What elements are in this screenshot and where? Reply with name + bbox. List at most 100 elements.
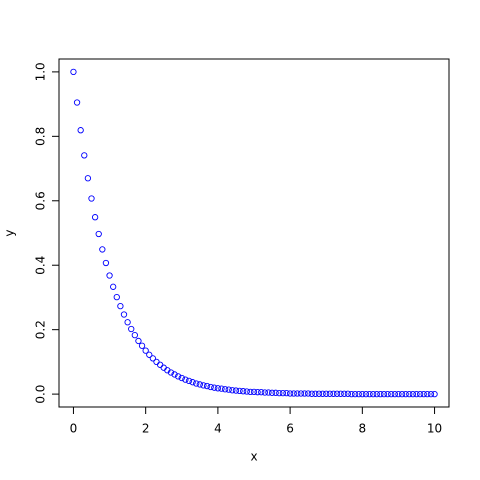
point <box>193 380 200 387</box>
y-tick-label: 0.0 <box>34 385 48 404</box>
point <box>142 347 149 354</box>
point <box>124 319 131 326</box>
point <box>167 369 175 376</box>
point <box>95 230 102 238</box>
point <box>323 390 330 397</box>
point <box>207 383 214 391</box>
point <box>84 175 92 182</box>
point <box>330 390 337 397</box>
point <box>286 390 294 397</box>
point <box>185 377 193 385</box>
y-tick-label: 0.2 <box>34 320 48 339</box>
point <box>232 387 240 394</box>
point <box>236 387 243 395</box>
point <box>341 390 348 397</box>
point <box>214 385 222 392</box>
point <box>254 389 261 396</box>
point <box>81 152 88 159</box>
point <box>283 389 290 397</box>
point <box>297 390 305 397</box>
point <box>416 390 424 398</box>
point <box>351 390 359 398</box>
point <box>276 389 283 397</box>
point <box>113 293 120 301</box>
point <box>258 389 265 396</box>
point <box>359 390 366 398</box>
point <box>362 390 370 398</box>
point <box>175 373 182 380</box>
point <box>290 390 297 397</box>
point <box>211 384 218 391</box>
point <box>370 390 377 398</box>
point <box>315 390 323 397</box>
point <box>225 386 232 393</box>
point <box>319 390 326 397</box>
point <box>135 337 142 345</box>
point <box>70 68 77 76</box>
point <box>301 390 308 397</box>
point <box>243 388 250 395</box>
point <box>427 390 435 398</box>
x-tick-label: 0 <box>70 422 78 436</box>
y-tick-label: 0.6 <box>34 191 48 210</box>
point <box>337 390 344 397</box>
point <box>221 386 229 393</box>
point <box>312 390 319 397</box>
x-tick-label: 2 <box>142 422 150 436</box>
point <box>294 390 301 397</box>
point <box>391 390 398 398</box>
y-axis-label: y <box>3 229 17 236</box>
point <box>384 390 391 398</box>
point <box>265 389 272 396</box>
point <box>420 390 427 398</box>
point <box>102 259 110 267</box>
x-axis-label: x <box>250 450 257 464</box>
y-tick-label: 1.0 <box>34 62 48 81</box>
point <box>171 371 178 378</box>
point <box>406 390 413 398</box>
point <box>348 390 355 398</box>
point <box>131 331 138 339</box>
point <box>99 246 106 253</box>
point <box>261 389 268 396</box>
point <box>146 351 153 358</box>
point <box>149 355 157 362</box>
point <box>366 390 373 398</box>
point <box>91 214 99 221</box>
point <box>333 390 341 397</box>
point <box>73 99 81 106</box>
point <box>106 272 113 279</box>
point <box>200 382 207 389</box>
point <box>279 389 287 397</box>
y-tick-label: 0.8 <box>34 127 48 146</box>
point <box>402 390 409 398</box>
point <box>138 342 146 349</box>
point <box>189 379 196 386</box>
point <box>373 390 380 398</box>
point <box>344 390 352 397</box>
point <box>88 195 95 202</box>
point <box>272 389 279 396</box>
point <box>240 388 247 395</box>
point <box>128 325 135 333</box>
point <box>413 390 420 398</box>
x-tick-label: 6 <box>286 422 294 436</box>
y-tick-label: 0.4 <box>34 256 48 275</box>
point <box>203 382 211 390</box>
point <box>355 390 362 398</box>
x-tick-label: 4 <box>214 422 222 436</box>
point <box>196 381 203 388</box>
point <box>308 390 315 397</box>
point <box>229 387 236 394</box>
x-tick-label: 10 <box>427 422 442 436</box>
point <box>409 390 417 398</box>
point <box>77 127 84 134</box>
point <box>326 390 333 397</box>
point <box>117 302 124 310</box>
point <box>424 390 431 398</box>
point <box>380 390 388 398</box>
point <box>182 376 189 383</box>
point <box>178 374 185 382</box>
